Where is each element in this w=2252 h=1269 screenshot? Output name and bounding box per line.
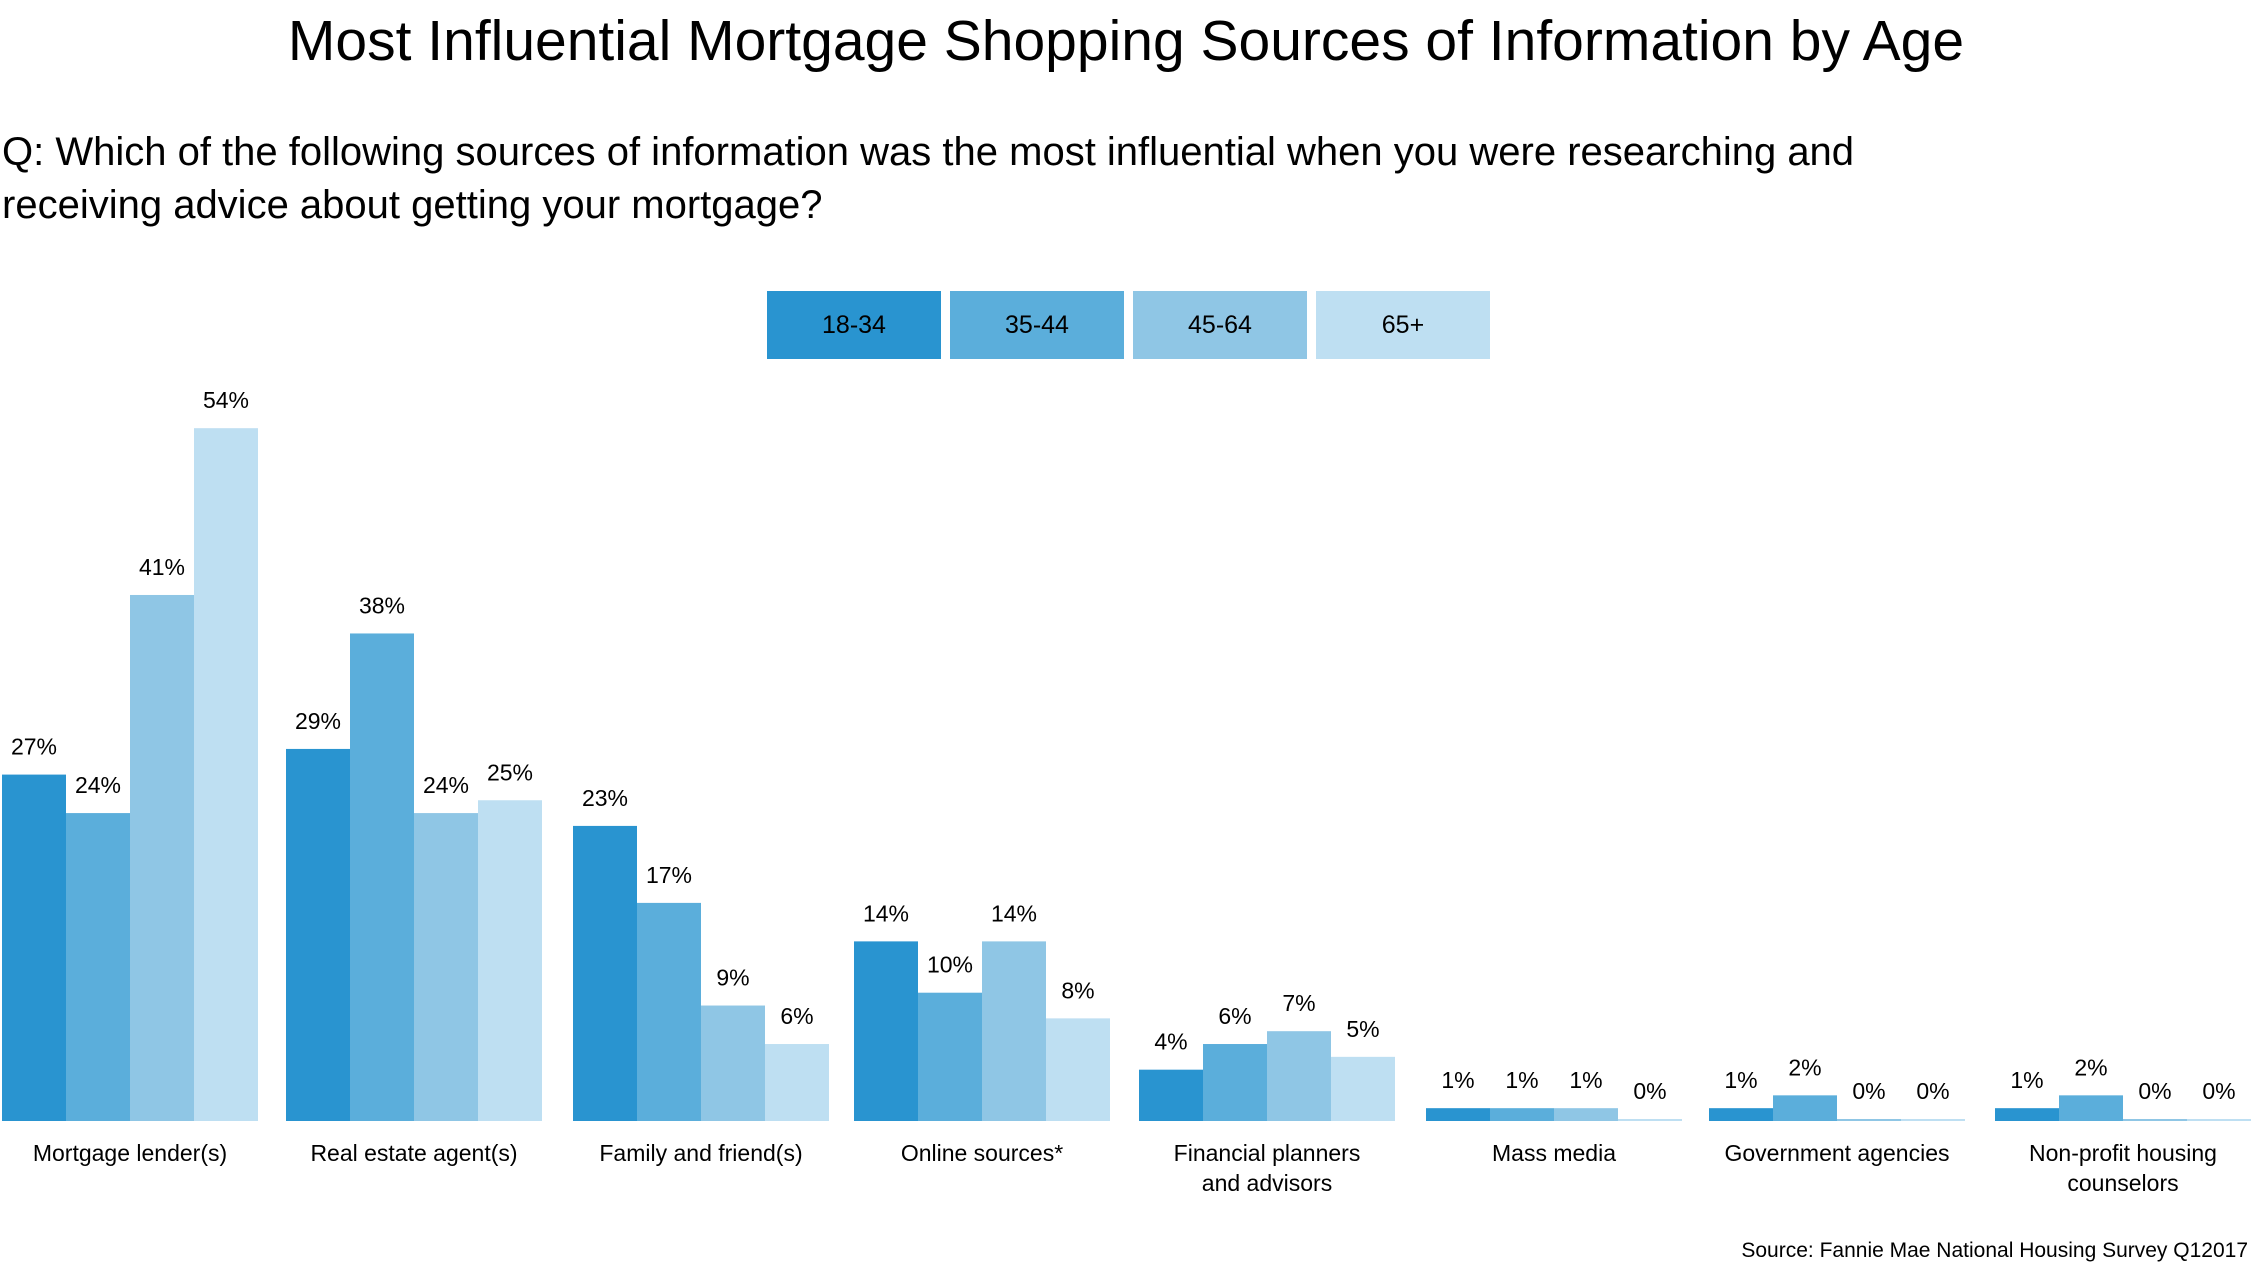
category-label: Online sources* <box>901 1140 1063 1166</box>
data-label: 38% <box>359 592 405 618</box>
data-label: 27% <box>11 734 57 760</box>
data-label: 14% <box>863 900 909 926</box>
data-label: 23% <box>582 785 628 811</box>
data-label: 8% <box>1061 977 1094 1003</box>
bar-65-plus-6 <box>1901 1119 1965 1121</box>
bar-35-44-6 <box>1773 1095 1837 1121</box>
data-label: 0% <box>1633 1078 1666 1104</box>
bar-18-34-2 <box>573 825 637 1121</box>
bar-18-34-3 <box>854 941 918 1121</box>
bar-35-44-2 <box>637 902 701 1121</box>
data-label: 5% <box>1346 1016 1379 1042</box>
category-label: Financial planners <box>1174 1140 1361 1166</box>
data-label: 2% <box>1788 1054 1821 1080</box>
bar-65-plus-0 <box>194 428 258 1121</box>
data-label: 9% <box>716 965 749 991</box>
bar-45-64-0 <box>130 594 194 1121</box>
data-label: 24% <box>423 772 469 798</box>
category-label: Government agencies <box>1724 1140 1949 1166</box>
bar-18-34-0 <box>2 774 66 1121</box>
data-label: 14% <box>991 900 1037 926</box>
data-label: 17% <box>646 862 692 888</box>
legend-item-18-34: 18-34 <box>767 291 941 359</box>
data-label: 4% <box>1154 1029 1187 1055</box>
data-label: 0% <box>2138 1078 2171 1104</box>
data-label: 0% <box>1916 1078 1949 1104</box>
data-label: 1% <box>1441 1067 1474 1093</box>
bar-45-64-6 <box>1837 1119 1901 1121</box>
bar-18-34-5 <box>1426 1108 1490 1121</box>
bar-45-64-5 <box>1554 1108 1618 1121</box>
category-label: Real estate agent(s) <box>310 1140 517 1166</box>
bar-45-64-2 <box>701 1005 765 1121</box>
data-label: 0% <box>1852 1078 1885 1104</box>
data-label: 1% <box>1724 1067 1757 1093</box>
data-label: 0% <box>2202 1078 2235 1104</box>
bar-65-plus-4 <box>1331 1056 1395 1121</box>
data-label: 1% <box>1505 1067 1538 1093</box>
data-label: 41% <box>139 554 185 580</box>
bar-65-plus-2 <box>765 1044 829 1121</box>
bar-65-plus-3 <box>1046 1018 1110 1121</box>
bar-35-44-1 <box>350 633 414 1121</box>
category-label: Mortgage lender(s) <box>33 1140 227 1166</box>
bar-65-plus-5 <box>1618 1119 1682 1121</box>
bar-35-44-0 <box>66 813 130 1121</box>
category-label: Non-profit housing <box>2029 1140 2217 1166</box>
bar-35-44-5 <box>1490 1108 1554 1121</box>
bar-18-34-4 <box>1139 1069 1203 1121</box>
category-label: Mass media <box>1492 1140 1616 1166</box>
bar-18-34-1 <box>286 748 350 1121</box>
survey-question-line-2: receiving advice about getting your mort… <box>2 183 823 227</box>
legend-item-45-64: 45-64 <box>1133 291 1307 359</box>
data-label: 6% <box>1218 1003 1251 1029</box>
source-note: Source: Fannie Mae National Housing Surv… <box>1741 1239 2248 1262</box>
survey-question: Q: Which of the following sources of inf… <box>2 126 2242 232</box>
data-label: 7% <box>1282 990 1315 1016</box>
data-label: 1% <box>2010 1067 2043 1093</box>
bar-45-64-1 <box>414 813 478 1121</box>
chart-title: Most Influential Mortgage Shopping Sourc… <box>287 9 1965 73</box>
data-label: 1% <box>1569 1067 1602 1093</box>
data-label: 29% <box>295 708 341 734</box>
data-label: 24% <box>75 772 121 798</box>
bar-45-64-7 <box>2123 1119 2187 1121</box>
survey-question-line-1: Q: Which of the following sources of inf… <box>2 130 1855 174</box>
bar-45-64-3 <box>982 941 1046 1121</box>
bar-18-34-7 <box>1995 1108 2059 1121</box>
data-label: 25% <box>487 759 533 785</box>
legend-item-65-plus: 65+ <box>1316 291 1490 359</box>
data-label: 54% <box>203 387 249 413</box>
bar-35-44-7 <box>2059 1095 2123 1121</box>
bar-65-plus-7 <box>2187 1119 2251 1121</box>
category-label: and advisors <box>1202 1170 1332 1196</box>
bar-65-plus-1 <box>478 800 542 1121</box>
category-label: Family and friend(s) <box>599 1140 802 1166</box>
bar-45-64-4 <box>1267 1031 1331 1121</box>
data-label: 2% <box>2074 1054 2107 1080</box>
bar-35-44-4 <box>1203 1044 1267 1121</box>
category-label: counselors <box>2067 1170 2178 1196</box>
data-label: 6% <box>780 1003 813 1029</box>
data-label: 10% <box>927 952 973 978</box>
bar-18-34-6 <box>1709 1108 1773 1121</box>
bar-35-44-3 <box>918 992 982 1121</box>
legend-item-35-44: 35-44 <box>950 291 1124 359</box>
